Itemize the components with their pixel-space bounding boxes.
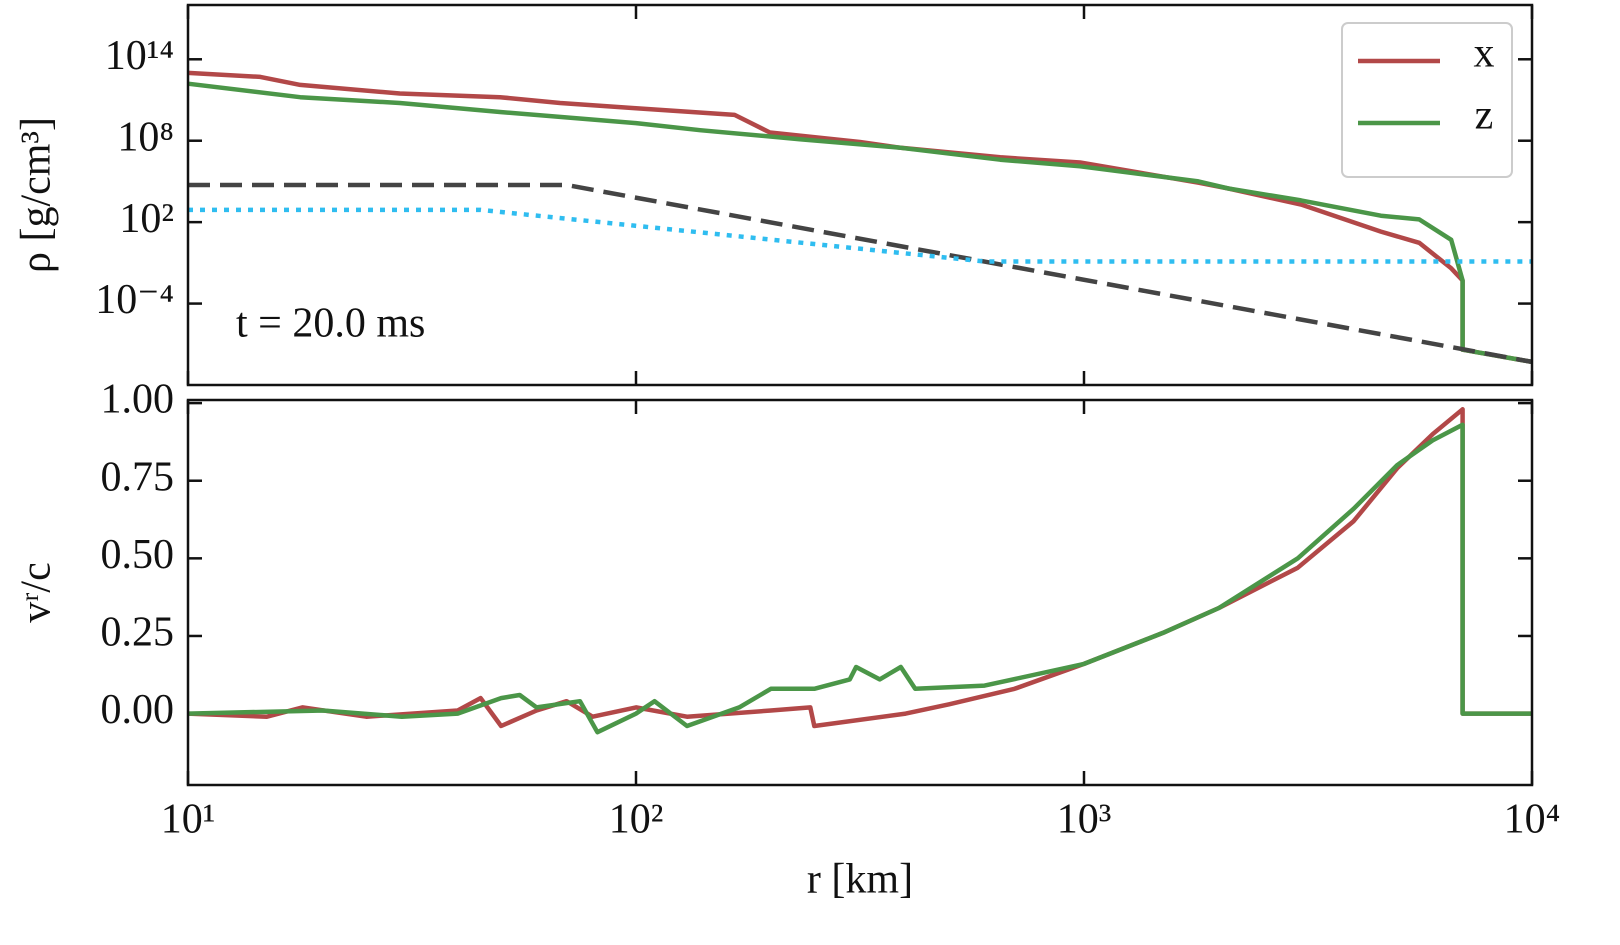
y-tick-label: 1.00 <box>101 377 175 423</box>
annotation: t = 20.0 ms <box>236 301 425 347</box>
series-line <box>187 81 1533 365</box>
series-line <box>187 422 1532 735</box>
y-tick-label: 10² <box>119 196 174 242</box>
y-tick-label: 10⁸ <box>117 114 174 160</box>
series-line <box>188 182 1533 365</box>
y-tick-label: 0.50 <box>101 532 175 578</box>
legend-label: x <box>1474 31 1495 77</box>
y-tick-label: 0.75 <box>101 454 175 500</box>
y-tick-label: 0.25 <box>101 610 175 656</box>
y-axis-label: vʳ/c <box>14 562 60 622</box>
series-line <box>188 207 1532 264</box>
y-tick-label: 10¹⁴ <box>105 33 174 79</box>
x-tick-label: 10⁴ <box>1504 797 1561 843</box>
y-axis-label: ρ [g/cm³] <box>14 117 60 273</box>
x-tick-label: 10¹ <box>161 797 216 843</box>
series-line <box>187 407 1532 729</box>
x-axis-label: r [km] <box>807 857 913 903</box>
legend-label: z <box>1475 93 1494 139</box>
x-tick-label: 10² <box>609 797 664 843</box>
x-tick-label: 10³ <box>1057 797 1112 843</box>
plot-frame <box>186 3 1534 387</box>
plot-frame <box>186 398 1534 787</box>
y-tick-label: 10⁻⁴ <box>95 277 174 323</box>
y-tick-label: 0.00 <box>101 687 175 733</box>
